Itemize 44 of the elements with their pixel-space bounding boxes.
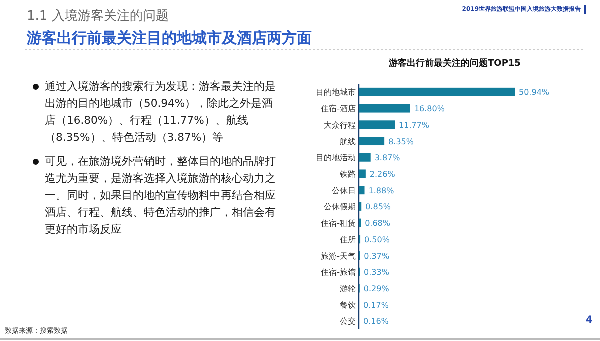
bar <box>359 88 515 96</box>
y-tick-label: 公休日 <box>332 186 356 196</box>
bar <box>359 170 366 178</box>
data-label: 2.26% <box>370 170 396 179</box>
y-tick-label: 旅游-天气 <box>321 252 356 261</box>
bar <box>359 186 365 195</box>
text: 游客出行前最关注目的地城市及酒店两方面 <box>27 29 312 48</box>
data-label: 0.33% <box>364 268 390 278</box>
text: 4 <box>586 315 593 326</box>
bar <box>359 202 362 211</box>
y-tick-label: 大众行程 <box>324 120 356 130</box>
data-label: 11.77% <box>399 120 430 130</box>
y-tick-label: 公交 <box>340 317 356 326</box>
text: 1.1 入境游客关注的问题 <box>27 8 169 25</box>
data-label: 8.35% <box>388 137 414 146</box>
data-label: 0.50% <box>364 235 390 244</box>
data-label: 0.37% <box>364 252 390 261</box>
y-tick-label: 住宿-酒店 <box>321 104 356 114</box>
data-label: 3.87% <box>374 154 401 163</box>
bar <box>359 137 385 146</box>
data-label: 50.94% <box>519 88 550 98</box>
y-tick-label: 航线 <box>340 137 356 146</box>
y-tick-label: 目的地城市 <box>316 88 356 98</box>
bar <box>359 153 371 162</box>
data-label: 16.80% <box>414 104 446 114</box>
text: 可见，在旅游境外营销时，整体目的地的品牌打造尤为重要，是游客选择入境旅游的核心动力之一。同时，如果目的地的宣传物料中再结合相应酒店、行程、航线、特色活动的推广，相信会有更好的市场反应 <box>45 154 277 238</box>
y-tick-label: 公休假期 <box>324 202 356 212</box>
text: 通过入境游客的搜索行为发现：游客最关注的是出游的目的地城市（50.94%），除此之外是酒店（16.80%）、行程（11.77%）、航线（8.35%）、特色活动（3.87%）等 <box>45 79 277 146</box>
y-tick-label: 铁路 <box>339 170 356 179</box>
data-label: 0.16% <box>363 317 390 326</box>
data-label: 0.85% <box>366 202 392 212</box>
chart-title: 游客出行前最关注的问题TOP15 <box>388 58 521 69</box>
data-label: 1.88% <box>368 186 395 196</box>
data-label: 0.29% <box>364 284 390 294</box>
y-tick-label: 餐饮 <box>340 300 356 310</box>
bar <box>359 104 410 113</box>
bar <box>359 120 396 130</box>
y-tick-label: 住所 <box>340 235 356 244</box>
y-tick-label: 目的地活动 <box>316 154 356 163</box>
y-tick-label: 住宿-旅馆 <box>321 268 356 278</box>
data-label: 0.68% <box>365 219 391 228</box>
data-label: 0.17% <box>364 300 390 310</box>
y-tick-label: 游轮 <box>340 284 356 294</box>
y-tick-label: 住宿-租赁 <box>321 219 356 228</box>
